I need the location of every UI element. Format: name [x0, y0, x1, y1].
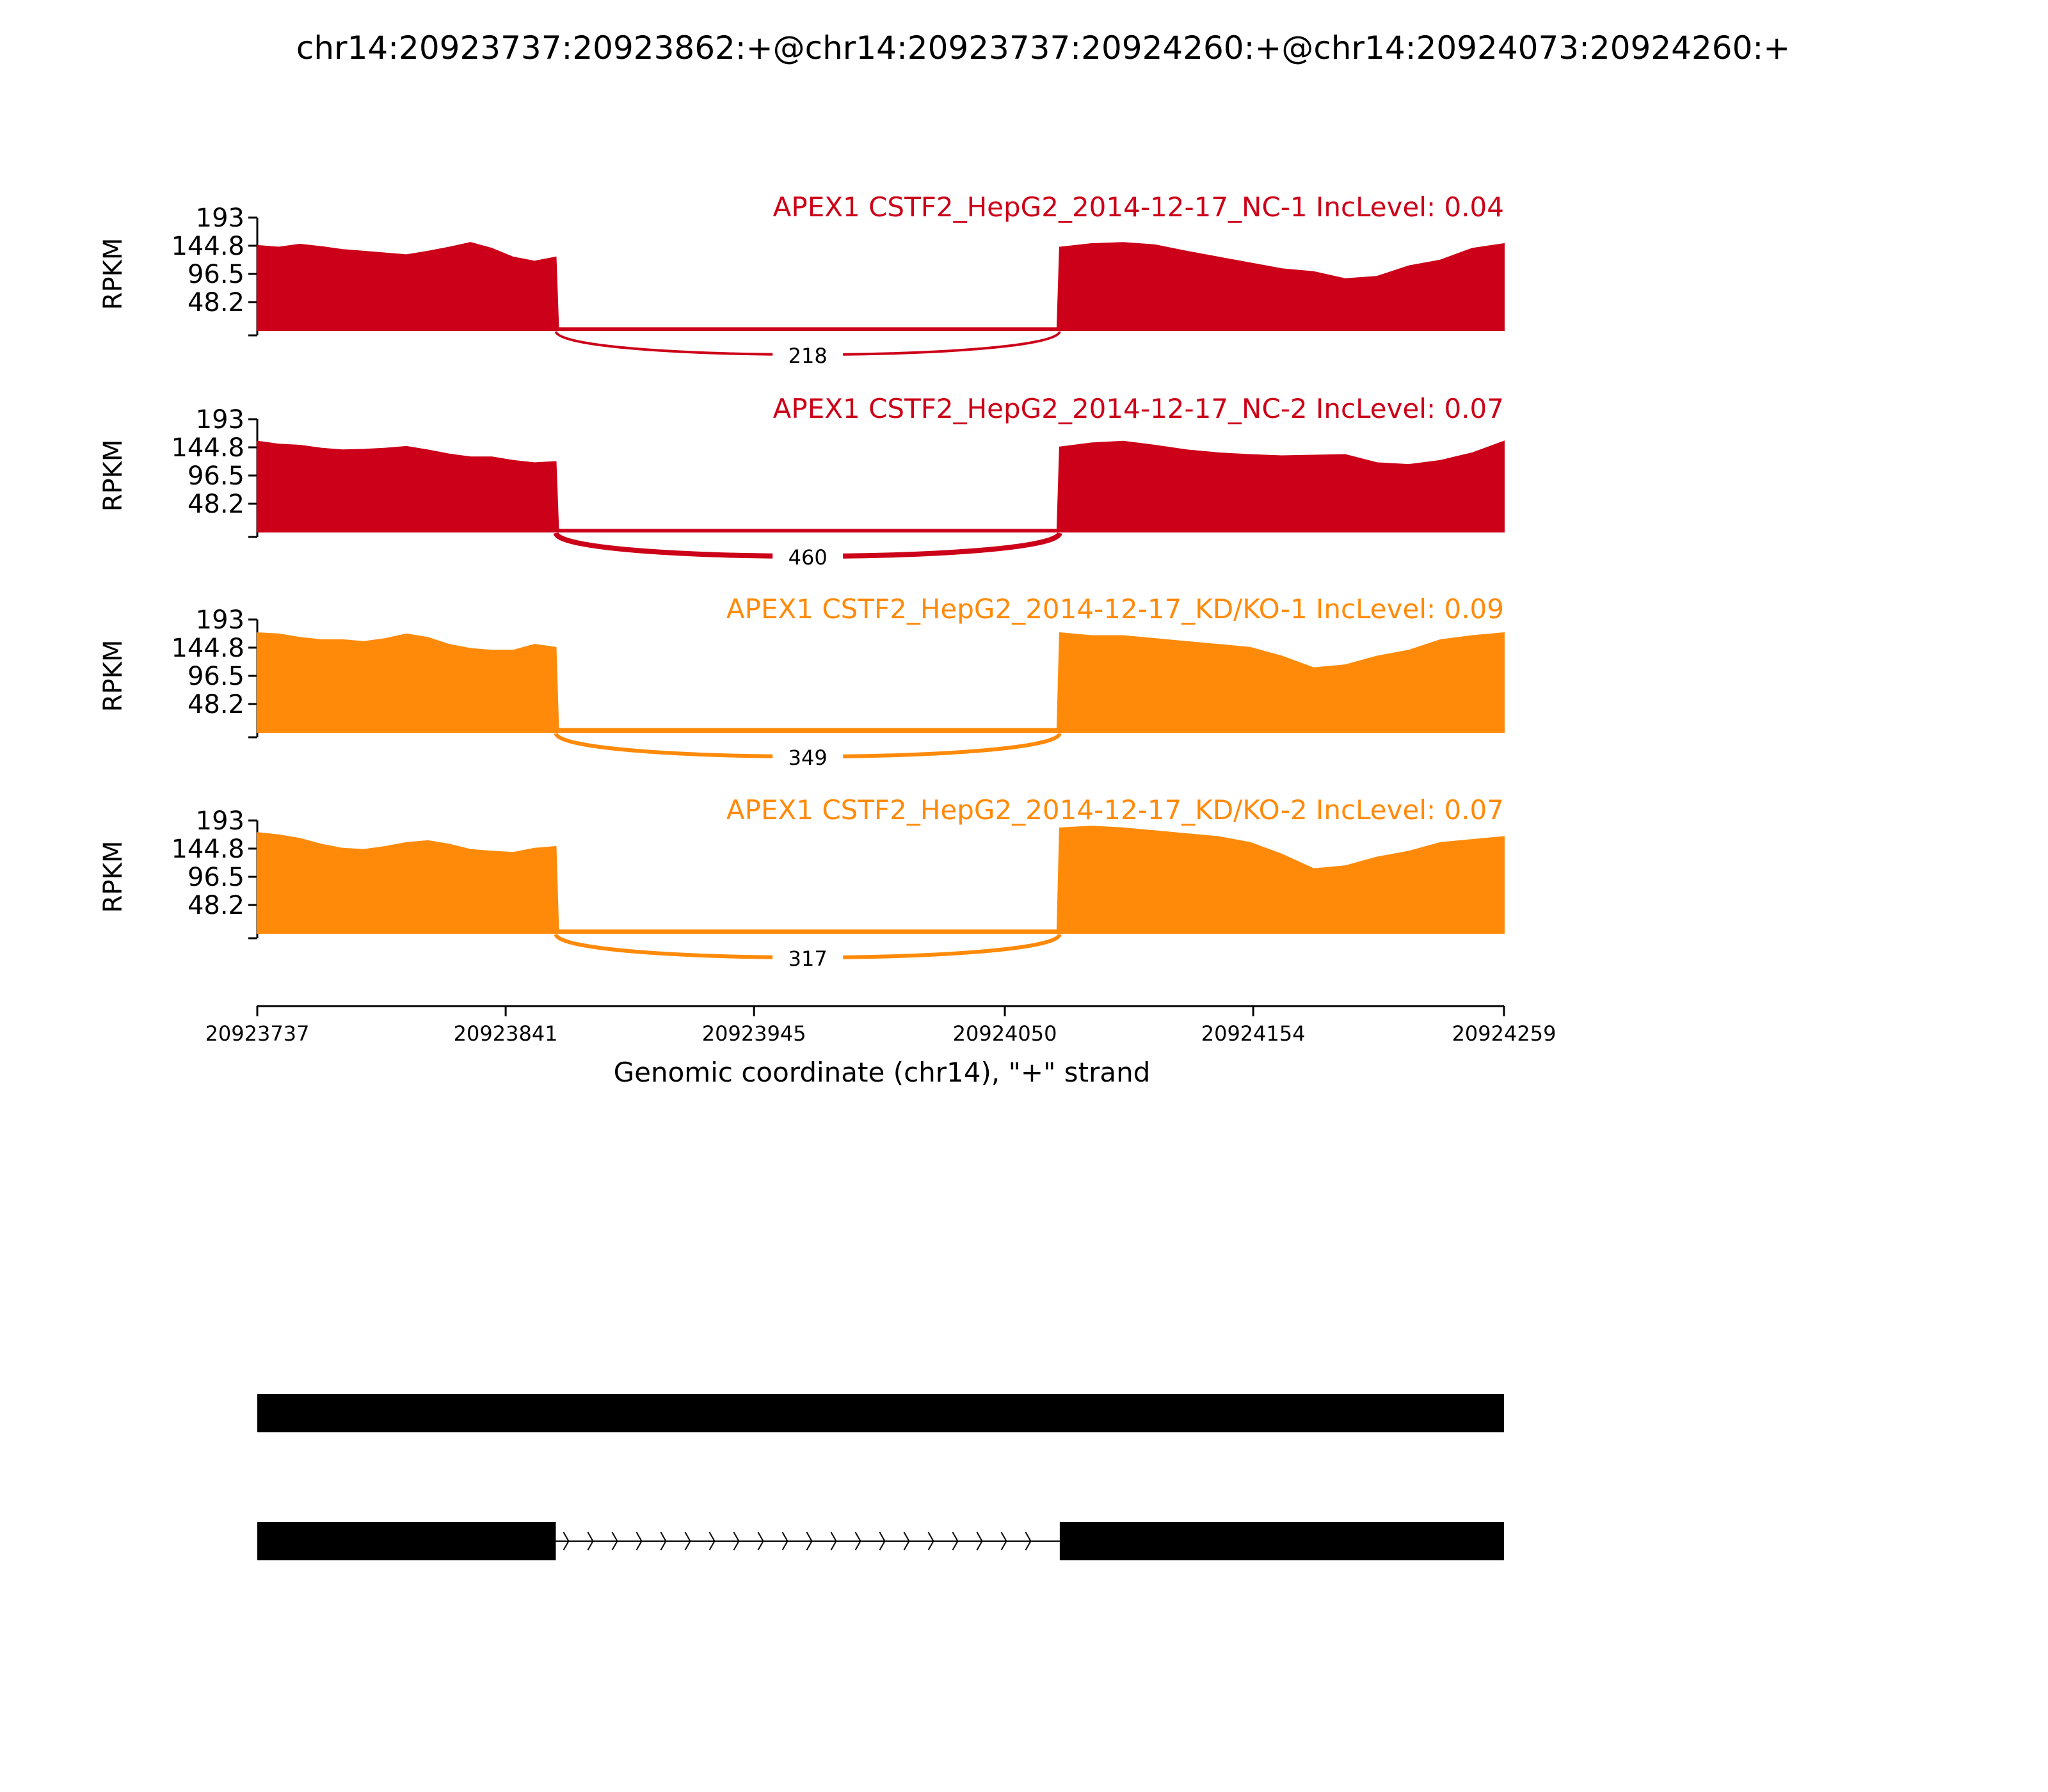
y-tick-label: 96.5	[188, 260, 244, 289]
coverage-area	[257, 242, 1505, 331]
y-tick-label: 48.2	[188, 891, 244, 920]
junction-label-bg	[772, 746, 844, 768]
gene-models	[257, 1394, 1504, 1560]
y-tick-label: 96.5	[188, 461, 244, 491]
y-axis-label: RPKM	[99, 841, 128, 913]
y-tick-label: 144.8	[171, 835, 244, 864]
y-axis-label: RPKM	[99, 440, 128, 512]
strand-arrow-icon	[733, 1532, 740, 1551]
gene-model-2	[257, 1522, 1504, 1560]
strand-arrow-icon	[976, 1532, 983, 1551]
y-tick-label: 193	[196, 405, 244, 435]
strand-arrow-icon	[757, 1532, 764, 1551]
strand-arrow-icon	[854, 1532, 861, 1551]
sample-label: APEX1 CSTF2_HepG2_2014-12-17_KD/KO-2 Inc…	[726, 794, 1504, 826]
strand-arrow-icon	[903, 1532, 910, 1551]
strand-arrow-icon	[781, 1532, 788, 1551]
y-axis-label: RPKM	[99, 640, 128, 712]
y-tick-label: 48.2	[188, 490, 244, 519]
y-tick-label: 193	[196, 806, 244, 836]
junction-read-count: 317	[788, 947, 828, 971]
sample-label: APEX1 CSTF2_HepG2_2014-12-17_NC-2 IncLev…	[773, 393, 1504, 424]
strand-arrow-icon	[927, 1532, 934, 1551]
x-tick-label: 20924050	[953, 1021, 1057, 1046]
junction-read-count: 349	[788, 746, 828, 770]
y-tick-label: 96.5	[188, 662, 244, 691]
y-tick-label: 193	[196, 204, 244, 233]
strand-arrow-icon	[708, 1532, 716, 1551]
y-tick-label: 48.2	[188, 288, 244, 317]
strand-arrow-icon	[1000, 1532, 1007, 1551]
strand-arrow-icon	[879, 1532, 886, 1551]
y-tick-label: 144.8	[171, 433, 244, 463]
strand-arrow-icon	[952, 1532, 959, 1551]
strand-arrow-icon	[1025, 1532, 1032, 1551]
junction-read-count: 460	[788, 545, 828, 570]
figure-title: chr14:20923737:20923862:+@chr14:20923737…	[296, 29, 1790, 67]
exon-block	[1059, 1522, 1504, 1560]
exon-block	[257, 1522, 556, 1560]
strand-arrow-icon	[660, 1532, 667, 1551]
y-tick-label: 193	[196, 605, 244, 635]
junction-read-count: 218	[788, 344, 828, 368]
y-axis-label: RPKM	[99, 238, 128, 310]
strand-arrow-icon	[611, 1532, 618, 1551]
x-tick-label: 20923841	[454, 1021, 558, 1046]
y-tick-label: 144.8	[171, 634, 244, 663]
strand-arrow-icon	[684, 1532, 691, 1551]
junction-label-bg	[772, 546, 844, 568]
gene-model-1	[257, 1394, 1504, 1432]
coverage-area	[257, 440, 1505, 532]
junction-label-bg	[772, 947, 844, 969]
coverage-area	[257, 632, 1505, 733]
x-tick-label: 20924259	[1452, 1021, 1556, 1046]
y-tick-label: 48.2	[188, 690, 244, 719]
strand-arrow-icon	[806, 1532, 813, 1551]
coverage-area	[257, 826, 1505, 934]
strand-arrow-icon	[563, 1532, 570, 1551]
x-tick-label: 20924154	[1201, 1021, 1306, 1046]
exon-block	[257, 1394, 1504, 1432]
sample-label: APEX1 CSTF2_HepG2_2014-12-17_NC-1 IncLev…	[773, 191, 1504, 223]
strand-arrow-icon	[636, 1532, 643, 1551]
junction-label-bg	[772, 344, 844, 366]
x-axis-label: Genomic coordinate (chr14), "+" strand	[614, 1057, 1151, 1088]
x-tick-label: 20923945	[702, 1021, 806, 1046]
strand-arrow-icon	[830, 1532, 837, 1551]
sample-label: APEX1 CSTF2_HepG2_2014-12-17_KD/KO-1 Inc…	[726, 593, 1504, 625]
y-tick-label: 96.5	[188, 863, 244, 892]
strand-arrow-icon	[587, 1532, 594, 1551]
y-tick-label: 144.8	[171, 232, 244, 261]
x-tick-label: 20923737	[205, 1021, 310, 1046]
genomic-x-axis: 20923737 20923841 20923945 20924050 20924154…	[205, 1005, 1556, 1088]
